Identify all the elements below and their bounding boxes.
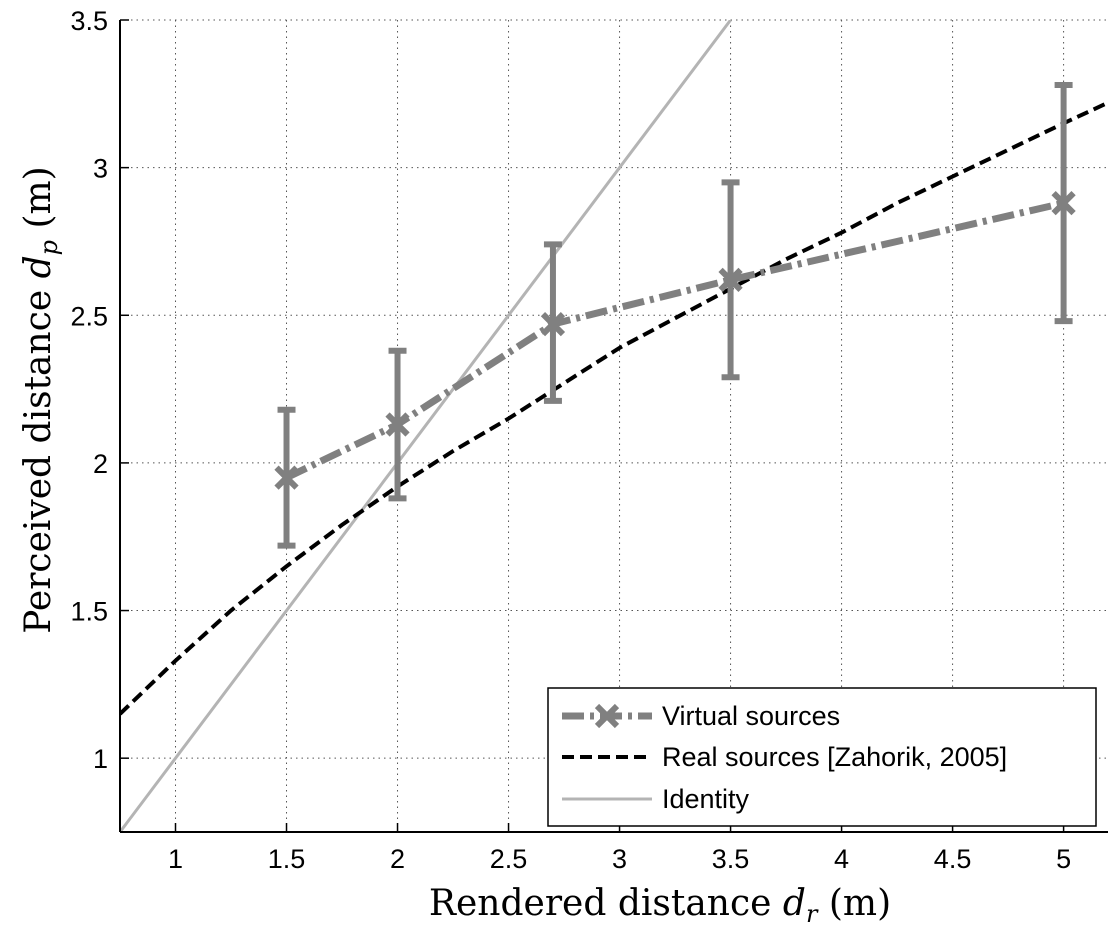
x-tick-label: 1.5 <box>268 844 306 874</box>
legend-label-real-sources: Real sources [Zahorik, 2005] <box>662 742 1007 772</box>
y-tick-label: 3 <box>93 154 108 184</box>
data-point-marker <box>385 412 410 437</box>
legend-entry-identity: Identity <box>562 784 750 814</box>
data-point-marker <box>274 465 299 490</box>
legend-marker-x-icon <box>594 703 620 729</box>
series-line-virtual-sources <box>284 199 1065 481</box>
series-line-identity <box>120 20 732 832</box>
legend-entry-real-sources: Real sources [Zahorik, 2005] <box>562 742 1007 772</box>
x-tick-label: 3 <box>612 844 627 874</box>
x-tick-label: 3.5 <box>712 844 750 874</box>
plot-area <box>120 20 1108 832</box>
series-line-real-sources <box>120 100 1108 716</box>
x-tick-label: 2 <box>390 844 405 874</box>
data-point-marker <box>1051 190 1076 216</box>
y-tick-label: 3.5 <box>70 6 108 36</box>
y-tick-label: 2 <box>93 449 108 479</box>
legend-label-identity: Identity <box>662 784 750 814</box>
legend: Virtual sources Real sources [Zahorik, 2… <box>547 687 1097 827</box>
x-tick-label: 5 <box>1056 844 1071 874</box>
tick-labels: 1 1.5 2 2.5 3 3.5 4 4.5 5 1 1.5 2 2.5 3 3.5 <box>70 6 1071 874</box>
legend-label-virtual-sources: Virtual sources <box>662 701 840 731</box>
data-point-marker <box>718 267 743 292</box>
data-point-marker <box>540 312 566 337</box>
x-axis-label: Rendered distance dr (m) <box>429 883 891 928</box>
y-axis-label: Perceived distance dp (m) <box>18 166 63 633</box>
y-tick-label: 1.5 <box>70 597 108 627</box>
x-tick-label: 4 <box>834 844 849 874</box>
y-tick-label: 2.5 <box>70 301 108 331</box>
axes <box>119 19 1108 833</box>
x-tick-label: 1 <box>168 844 183 874</box>
y-tick-label: 1 <box>93 744 108 774</box>
x-tick-label: 4.5 <box>934 844 972 874</box>
legend-entry-virtual-sources: Virtual sources <box>562 701 840 731</box>
x-tick-label: 2.5 <box>490 844 528 874</box>
